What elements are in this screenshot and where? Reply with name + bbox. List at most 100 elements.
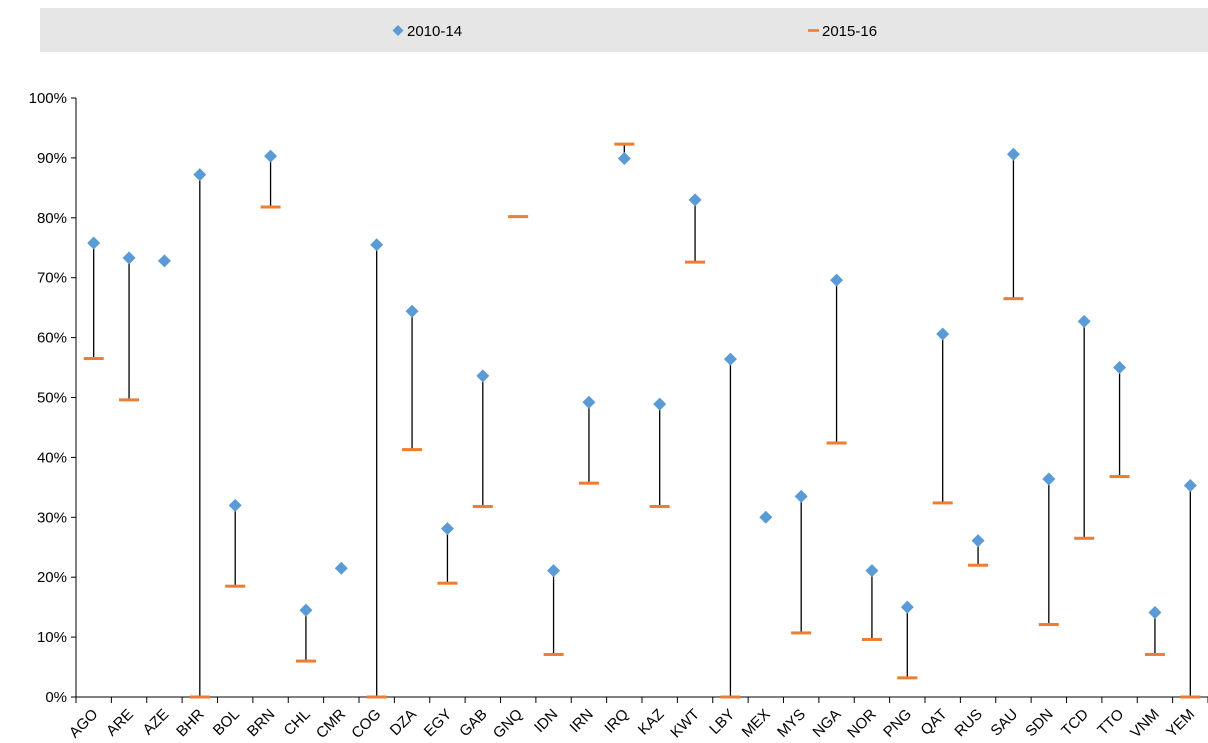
data-point-2010-14: [157, 254, 171, 268]
data-point-2010-14: [1183, 479, 1197, 493]
data-point-2010-14: [193, 168, 207, 182]
x-tick-label: GAB: [456, 706, 490, 740]
axes: 0% 10% 20% 30% 40% 50% 60% 70% 80% 90% 100% AGO ARE A…: [29, 90, 1208, 742]
data-point-2010-14: [971, 534, 985, 548]
x-tick-label: AGO: [66, 706, 102, 742]
data-mark-2015-16: [932, 501, 953, 505]
y-tick-label: 10%: [37, 629, 67, 646]
x-tick-label: RUS: [951, 706, 985, 740]
data-mark-2015-16: [402, 448, 423, 452]
data-point-2010-14: [1006, 147, 1020, 161]
data-mark-2015-16: [861, 637, 882, 641]
y-tick-label: 30%: [37, 509, 67, 526]
data-mark-2015-16: [685, 260, 706, 264]
x-tick-label: CHL: [281, 706, 314, 739]
data-mark-2015-16: [897, 676, 918, 680]
x-tick-label: ARE: [103, 706, 137, 740]
series-2015-16: [83, 142, 1201, 699]
y-tick-label: 80%: [37, 210, 67, 227]
data-point-2010-14: [723, 352, 737, 366]
data-mark-2015-16: [1109, 475, 1130, 479]
data-mark-2015-16: [1038, 623, 1059, 627]
data-point-2010-14: [122, 251, 136, 265]
data-point-2010-14: [1113, 361, 1127, 375]
data-point-2010-14: [87, 236, 101, 250]
data-mark-2015-16: [260, 205, 281, 209]
x-tick-label: NOR: [844, 706, 880, 742]
x-tick-label: BOL: [210, 706, 243, 739]
data-mark-2015-16: [437, 581, 458, 585]
data-point-2010-14: [440, 522, 454, 536]
data-mark-2015-16: [189, 695, 210, 699]
x-tick-label: AZE: [140, 706, 173, 739]
data-point-2010-14: [688, 193, 702, 207]
data-mark-2015-16: [1003, 297, 1024, 301]
y-tick-label: 0%: [45, 689, 67, 706]
y-tick-label: 90%: [37, 150, 67, 167]
x-tick-label: MEX: [739, 706, 774, 741]
x-tick-label: DZA: [387, 706, 420, 739]
x-tick-label: MYS: [774, 706, 809, 741]
data-mark-2015-16: [366, 695, 387, 699]
range-lines: [93, 144, 1191, 697]
data-mark-2015-16: [1144, 652, 1165, 656]
x-tick-label: SAU: [987, 706, 1021, 740]
x-tick-label: SDN: [1022, 706, 1056, 740]
data-point-2010-14: [617, 151, 631, 165]
data-point-2010-14: [299, 603, 313, 617]
x-tick-label: KAZ: [635, 706, 668, 739]
data-mark-2015-16: [826, 441, 847, 445]
x-tick-label: NGA: [809, 706, 844, 741]
x-tick-label: KWT: [667, 706, 703, 742]
data-point-2010-14: [405, 304, 419, 318]
x-tick-label: YEM: [1163, 706, 1198, 741]
x-tick-label: IDN: [531, 706, 561, 736]
data-point-2010-14: [759, 510, 773, 524]
data-mark-2015-16: [472, 505, 493, 509]
x-tick-label: CMR: [313, 706, 349, 742]
legend-background: [40, 8, 1208, 52]
x-tick-label: TTO: [1094, 706, 1127, 739]
legend-label-series-1: 2010-14: [407, 23, 462, 40]
data-point-2010-14: [900, 600, 914, 614]
y-tick-label: 50%: [37, 390, 67, 407]
data-point-2010-14: [865, 564, 879, 578]
data-point-2010-14: [582, 395, 596, 409]
x-tick-label: GNQ: [490, 706, 526, 742]
data-mark-2015-16: [83, 357, 104, 361]
data-point-2010-14: [1042, 472, 1056, 486]
data-mark-2015-16: [968, 563, 989, 567]
data-point-2010-14: [936, 327, 950, 341]
x-tick-label: QAT: [917, 706, 950, 739]
data-point-2010-14: [334, 561, 348, 575]
data-mark-2015-16: [791, 631, 812, 635]
x-tick-label: BHR: [173, 706, 208, 741]
x-tick-label: VNM: [1127, 706, 1163, 742]
data-mark-2015-16: [508, 215, 529, 219]
x-tick-label: TCD: [1058, 706, 1092, 740]
data-mark-2015-16: [119, 398, 140, 402]
x-tick-label: IRQ: [601, 706, 632, 737]
data-point-2010-14: [264, 149, 278, 163]
data-point-2010-14: [547, 564, 561, 578]
x-tick-label: COG: [348, 706, 384, 742]
data-mark-2015-16: [649, 505, 670, 509]
x-tick-label: PNG: [880, 706, 915, 741]
data-point-2010-14: [476, 369, 490, 383]
legend-marker-series-1: [392, 25, 404, 36]
data-mark-2015-16: [614, 142, 635, 146]
legend-marker-series-2: [808, 29, 819, 32]
series-2010-14: [87, 147, 1197, 620]
data-mark-2015-16: [225, 584, 246, 588]
data-point-2010-14: [794, 489, 808, 503]
y-tick-label: 70%: [37, 270, 67, 287]
data-mark-2015-16: [1180, 695, 1201, 699]
data-mark-2015-16: [720, 695, 741, 699]
y-tick-label: 40%: [37, 449, 67, 466]
x-tick-label: IRN: [566, 706, 596, 736]
data-mark-2015-16: [578, 481, 599, 485]
y-tick-label: 60%: [37, 330, 67, 347]
legend-label-series-2: 2015-16: [822, 23, 877, 40]
x-tick-label: LBY: [706, 706, 738, 738]
